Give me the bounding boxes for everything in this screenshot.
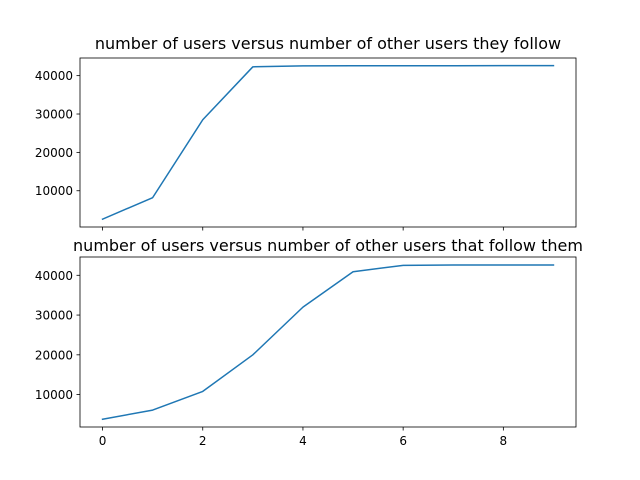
y-tick-label: 40000 <box>35 269 73 283</box>
series-line <box>101 64 555 221</box>
chart-title: number of users versus number of other u… <box>95 34 561 53</box>
axes-frame <box>79 57 577 228</box>
x-tick-label: 8 <box>500 434 508 448</box>
y-tick-label: 10000 <box>35 388 73 402</box>
chart-title: number of users versus number of other u… <box>73 236 583 255</box>
series-line <box>101 264 555 421</box>
y-tick-label: 40000 <box>35 69 73 83</box>
axes-frame <box>79 256 577 428</box>
y-tick-label: 30000 <box>35 108 73 122</box>
y-tick-label: 10000 <box>35 184 73 198</box>
x-tick-label: 0 <box>99 434 107 448</box>
x-tick-label: 6 <box>399 434 407 448</box>
x-tick-label: 4 <box>299 434 307 448</box>
chart-bottom: number of users versus number of other u… <box>35 236 583 448</box>
chart-top: number of users versus number of other u… <box>35 34 577 231</box>
y-tick-label: 20000 <box>35 146 73 160</box>
y-tick-label: 20000 <box>35 348 73 362</box>
y-tick-label: 30000 <box>35 309 73 323</box>
x-tick-label: 2 <box>199 434 207 448</box>
